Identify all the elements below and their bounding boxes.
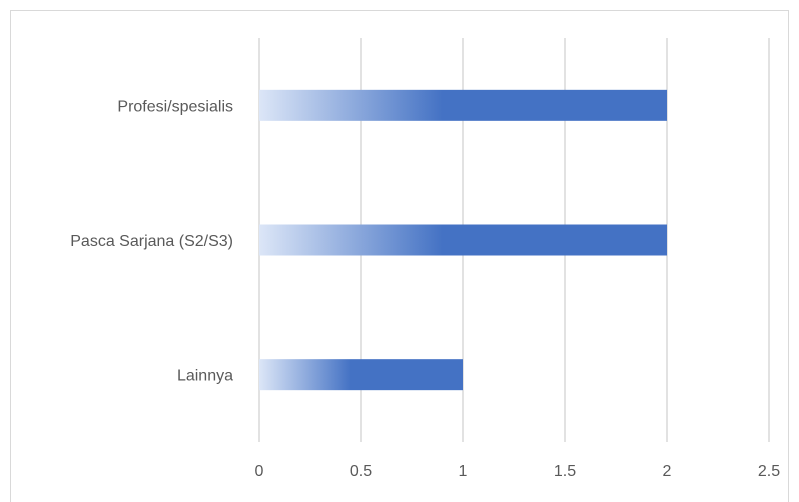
x-tick-label: 1.5 (554, 463, 576, 480)
category-label: Lainnya (177, 368, 233, 385)
bar (259, 224, 667, 256)
category-labels: Profesi/spesialis Pasca Sarjana (S2/S3) La… (70, 98, 233, 384)
category-label: Pasca Sarjana (S2/S3) (70, 233, 233, 250)
category-label: Profesi/spesialis (117, 98, 233, 115)
x-tick-label: 1 (459, 463, 468, 480)
x-tick-label: 2.5 (758, 463, 780, 480)
x-tick-labels: 0 0.5 1 1.5 2 2.5 (255, 463, 781, 480)
x-tick-label: 2 (663, 463, 672, 480)
bars (259, 89, 667, 391)
x-tick-label: 0 (255, 463, 264, 480)
x-tick-label: 0.5 (350, 463, 372, 480)
bar (259, 89, 667, 121)
bar (259, 359, 463, 391)
